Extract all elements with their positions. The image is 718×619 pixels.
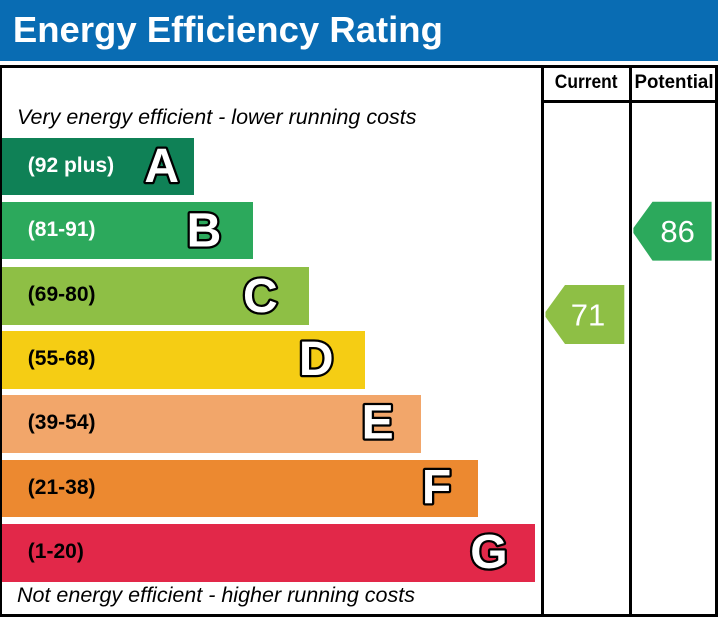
svg-text:F: F xyxy=(422,461,451,514)
svg-text:A: A xyxy=(144,140,179,193)
svg-text:C: C xyxy=(243,270,278,323)
svg-text:86: 86 xyxy=(660,214,694,249)
svg-text:E: E xyxy=(362,397,394,450)
svg-text:D: D xyxy=(299,333,334,386)
svg-text:71: 71 xyxy=(571,297,605,332)
svg-text:B: B xyxy=(187,204,222,257)
svg-text:G: G xyxy=(470,526,507,579)
